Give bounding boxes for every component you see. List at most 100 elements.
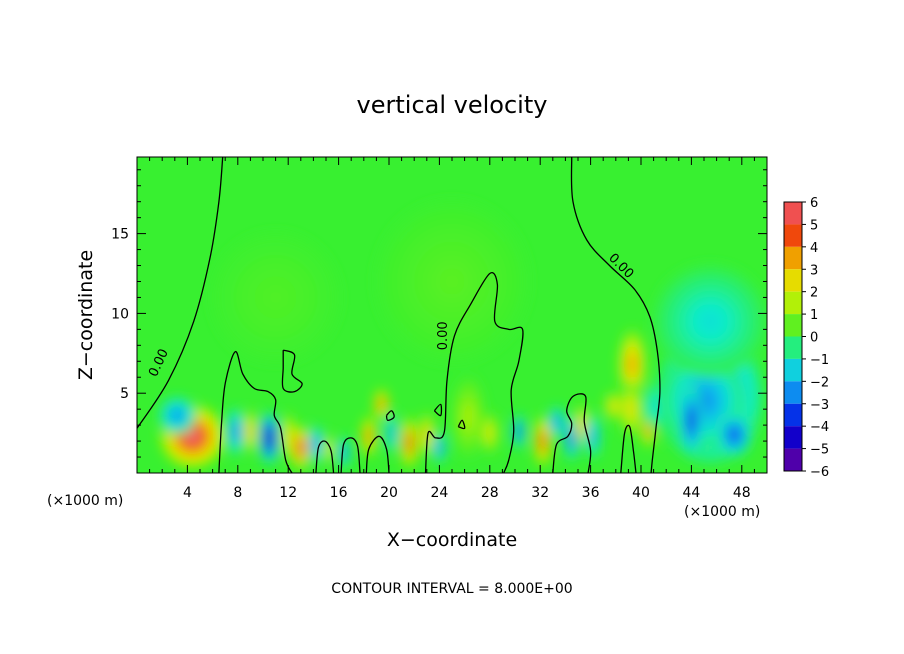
field-feature <box>337 436 350 469</box>
field-level <box>186 430 198 442</box>
colorbar-label: 0 <box>810 331 818 346</box>
colorbar-swatch <box>784 314 802 337</box>
field-level <box>541 436 545 446</box>
x-tick-label: 8 <box>233 485 242 501</box>
colorbar-label: −5 <box>810 443 829 458</box>
x-tick-label: 24 <box>430 485 448 501</box>
field-feature <box>480 412 499 454</box>
colorbar-label: −4 <box>810 420 829 435</box>
colorbar-label: 5 <box>810 218 818 233</box>
field-feature <box>653 265 767 378</box>
field-level <box>689 414 694 427</box>
x-tick-label: 12 <box>279 485 297 501</box>
contour-line <box>365 435 390 473</box>
contour-line <box>457 419 466 430</box>
x-unit-right: (×1000 m) <box>684 504 760 520</box>
colorbar-label: −3 <box>810 398 829 413</box>
field-level <box>299 443 303 452</box>
contour-line <box>385 410 395 421</box>
field-level <box>286 432 290 441</box>
field-level <box>367 432 371 440</box>
y-axis-ticks: 5 10 15 <box>111 169 767 458</box>
x-tick-label: 28 <box>481 485 499 501</box>
field-level <box>314 441 318 448</box>
field-level <box>654 401 659 410</box>
field-feature <box>361 415 377 458</box>
colorbar-swatch <box>784 269 802 292</box>
field-feature <box>512 413 526 450</box>
field-feature <box>308 425 324 464</box>
field-feature <box>680 385 703 456</box>
colorbar-swatch <box>784 291 802 315</box>
x-tick-label: 40 <box>632 485 650 501</box>
contour-interval-note: CONTOUR INTERVAL = 8.000E+00 <box>331 581 572 597</box>
field-level <box>517 428 520 435</box>
field-level <box>591 432 595 441</box>
field-feature <box>259 412 280 464</box>
colorbar-swatch <box>784 358 802 382</box>
field-feature <box>433 431 446 464</box>
y-axis-label: Z−coordinate <box>75 250 97 380</box>
field-feature <box>376 201 528 362</box>
field-level <box>174 412 181 419</box>
velocity-field <box>158 201 767 470</box>
field-level <box>439 268 465 295</box>
field-level <box>233 427 237 436</box>
contour-label: 0.00 <box>436 321 451 350</box>
field-feature <box>419 412 435 458</box>
field-feature <box>716 412 752 458</box>
x-tick-label: 48 <box>733 485 751 501</box>
contour-line <box>137 157 224 429</box>
colorbar-swatch <box>784 448 802 471</box>
colorbar-swatch <box>784 202 802 225</box>
x-tick-label: 32 <box>531 485 549 501</box>
field-level <box>249 427 252 436</box>
field-level <box>629 358 635 371</box>
field-level <box>488 429 492 437</box>
x-axis-ticks: 4 8 12 16 20 24 28 32 36 40 44 48 <box>149 157 755 501</box>
field-level <box>731 430 738 439</box>
y-tick-label: 10 <box>111 306 129 322</box>
x-tick-label: 4 <box>183 485 192 501</box>
colorbar-label: 6 <box>810 196 818 211</box>
field-level <box>555 419 558 425</box>
contour-line <box>424 272 524 473</box>
x-tick-label: 16 <box>330 485 348 501</box>
colorbar-label: −6 <box>810 465 829 480</box>
field-level <box>570 434 573 442</box>
field-feature <box>373 388 389 421</box>
field-feature <box>242 409 258 454</box>
x-tick-label: 36 <box>582 485 600 501</box>
colorbar-label: −2 <box>810 375 829 390</box>
colorbar-swatch <box>784 403 802 427</box>
field-level <box>390 429 393 437</box>
field-level <box>580 421 584 429</box>
field-feature <box>158 396 197 435</box>
field-level <box>700 312 720 331</box>
x-tick-label: 44 <box>682 485 700 501</box>
field-feature <box>604 391 623 421</box>
field-feature <box>400 417 418 469</box>
field-level <box>327 446 330 452</box>
field-level <box>265 286 287 309</box>
field-feature <box>212 233 339 362</box>
contour-line <box>620 424 637 473</box>
field-level <box>267 433 271 443</box>
colorbar: 6 5 4 3 2 1 0 −1 −2 −3 −4 −5 −6 <box>783 196 829 480</box>
field-feature <box>618 329 647 400</box>
colorbar-swatch <box>784 224 802 247</box>
field-level <box>647 425 650 432</box>
colorbar-label: 2 <box>810 286 818 301</box>
colorbar-swatch <box>784 426 802 449</box>
field-feature <box>226 407 245 456</box>
field-level <box>611 403 615 409</box>
x-unit-left: (×1000 m) <box>47 493 123 509</box>
colorbar-label: 3 <box>810 263 818 278</box>
field-level <box>380 401 383 408</box>
colorbar-label: −1 <box>810 353 829 368</box>
field-feature <box>385 412 398 454</box>
field-level <box>407 438 411 447</box>
field-feature <box>533 415 552 467</box>
chart-title: vertical velocity <box>357 91 548 119</box>
